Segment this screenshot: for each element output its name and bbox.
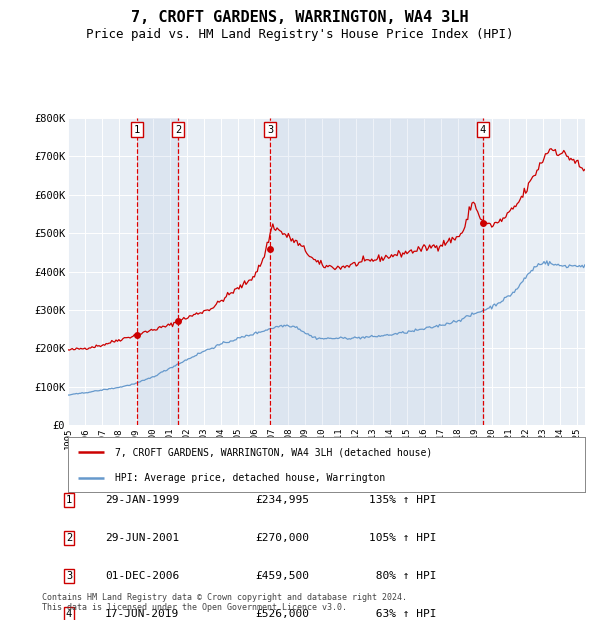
Text: 29-JUN-2001: 29-JUN-2001 [105, 533, 179, 543]
Text: 3: 3 [66, 571, 72, 581]
Text: £526,000: £526,000 [255, 609, 309, 619]
Text: 1: 1 [134, 125, 140, 135]
Text: 105% ↑ HPI: 105% ↑ HPI [369, 533, 437, 543]
Bar [137, 118, 178, 425]
Text: 135% ↑ HPI: 135% ↑ HPI [369, 495, 437, 505]
Text: 2: 2 [66, 533, 72, 543]
Text: £459,500: £459,500 [255, 571, 309, 581]
Text: £270,000: £270,000 [255, 533, 309, 543]
Text: 63% ↑ HPI: 63% ↑ HPI [369, 609, 437, 619]
Text: 3: 3 [267, 125, 273, 135]
Text: 7, CROFT GARDENS, WARRINGTON, WA4 3LH (detached house): 7, CROFT GARDENS, WARRINGTON, WA4 3LH (d… [115, 448, 432, 458]
Text: 4: 4 [66, 609, 72, 619]
Text: 80% ↑ HPI: 80% ↑ HPI [369, 571, 437, 581]
Text: HPI: Average price, detached house, Warrington: HPI: Average price, detached house, Warr… [115, 473, 385, 483]
Text: 17-JUN-2019: 17-JUN-2019 [105, 609, 179, 619]
Text: 1: 1 [66, 495, 72, 505]
Text: 2: 2 [175, 125, 181, 135]
Bar [270, 118, 482, 425]
Text: 4: 4 [479, 125, 486, 135]
Text: 01-DEC-2006: 01-DEC-2006 [105, 571, 179, 581]
Text: Contains HM Land Registry data © Crown copyright and database right 2024.
This d: Contains HM Land Registry data © Crown c… [42, 593, 407, 612]
Text: £234,995: £234,995 [255, 495, 309, 505]
Text: 29-JAN-1999: 29-JAN-1999 [105, 495, 179, 505]
Text: Price paid vs. HM Land Registry's House Price Index (HPI): Price paid vs. HM Land Registry's House … [86, 28, 514, 41]
Text: 7, CROFT GARDENS, WARRINGTON, WA4 3LH: 7, CROFT GARDENS, WARRINGTON, WA4 3LH [131, 10, 469, 25]
